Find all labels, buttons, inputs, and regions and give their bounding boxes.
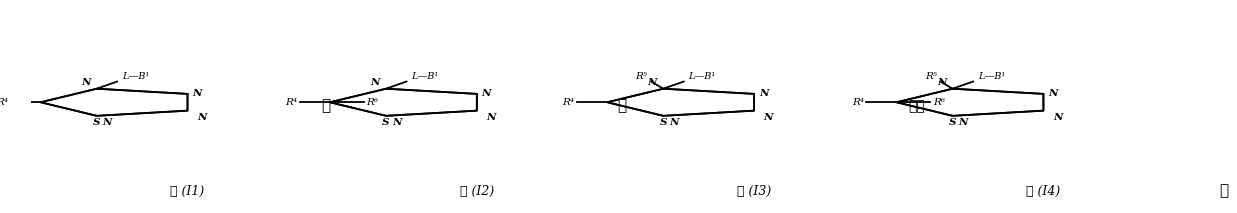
- Text: N: N: [760, 89, 768, 98]
- Text: N: N: [197, 113, 207, 122]
- Text: ；: ；: [322, 99, 330, 114]
- Text: N: N: [669, 118, 679, 127]
- Text: R⁶: R⁶: [933, 98, 945, 107]
- Text: 式 (I4): 式 (I4): [1027, 185, 1060, 198]
- Text: S: S: [659, 118, 667, 127]
- Text: N: N: [1048, 89, 1058, 98]
- Text: N: N: [481, 89, 491, 98]
- Text: N: N: [938, 78, 946, 87]
- Text: R⁴: R⁴: [0, 98, 7, 107]
- Text: R⁶: R⁶: [366, 98, 379, 107]
- Text: N: N: [1053, 113, 1063, 122]
- Text: N: N: [192, 89, 202, 98]
- Text: L—B¹: L—B¹: [978, 72, 1006, 81]
- Text: N: N: [648, 78, 657, 87]
- Text: R⁴: R⁴: [563, 98, 575, 107]
- Text: 式 (I1): 式 (I1): [171, 185, 204, 198]
- Text: S: S: [93, 118, 100, 127]
- Text: N: N: [959, 118, 969, 127]
- Text: R⁵: R⁵: [925, 72, 936, 81]
- Text: R⁴: R⁴: [852, 98, 863, 107]
- Text: L—B¹: L—B¹: [122, 72, 150, 81]
- Text: N: N: [103, 118, 113, 127]
- Text: R⁵: R⁵: [636, 72, 647, 81]
- Text: N: N: [763, 113, 773, 122]
- Text: 式 (I2): 式 (I2): [460, 185, 494, 198]
- Text: ；: ；: [1220, 184, 1228, 198]
- Text: N: N: [392, 118, 402, 127]
- Text: N: N: [371, 78, 380, 87]
- Text: R⁴: R⁴: [286, 98, 297, 107]
- Text: L—B¹: L—B¹: [689, 72, 716, 81]
- Text: S: S: [949, 118, 956, 127]
- Text: 式 (I3): 式 (I3): [737, 185, 771, 198]
- Text: S: S: [382, 118, 390, 127]
- Text: ，: ，: [617, 99, 626, 114]
- Text: L—B¹: L—B¹: [412, 72, 439, 81]
- Text: ；或: ；或: [908, 99, 925, 114]
- Text: N: N: [82, 78, 90, 87]
- Text: N: N: [486, 113, 496, 122]
